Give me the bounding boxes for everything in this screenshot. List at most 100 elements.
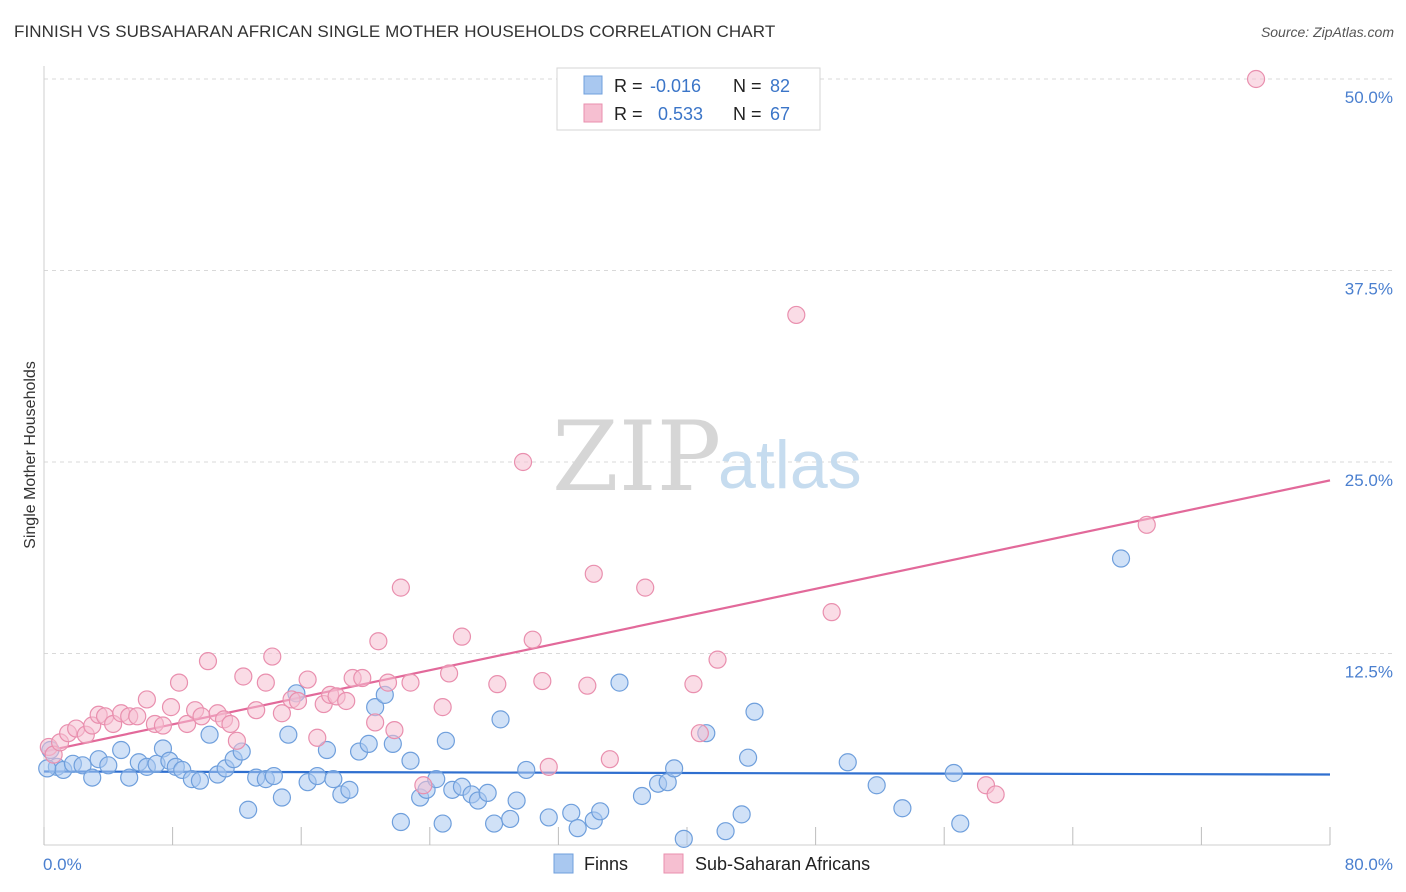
point-finns-60 (562, 803, 581, 822)
y-tick-label-3: 50.0% (1345, 88, 1393, 107)
point-subsaharan-33 (298, 670, 317, 689)
watermark-zip: ZIP (552, 401, 721, 513)
point-subsaharan-38 (337, 691, 356, 711)
point-finns-57 (507, 791, 526, 810)
point-subsaharan-54 (533, 671, 552, 691)
point-finns-73 (738, 748, 758, 767)
legend-r-value-finns: -0.016 (650, 76, 701, 96)
point-finns-56 (501, 809, 520, 829)
point-subsaharan-24 (221, 714, 240, 734)
point-finns-24 (239, 800, 258, 819)
point-subsaharan-59 (636, 578, 655, 597)
x-tick-label-max: 80.0% (1345, 855, 1393, 874)
point-subsaharan-20 (192, 707, 211, 726)
legend-bottom-label-finns: Finns (584, 854, 628, 874)
point-finns-42 (391, 812, 410, 832)
point-subsaharan-51 (488, 675, 507, 694)
point-finns-32 (308, 766, 327, 786)
legend-n-label-subsaharan: N = (733, 104, 762, 124)
legend-top: R = -0.016 N = 82 R = 0.533 N = 67 (556, 67, 821, 131)
legend-bottom-swatch-subsaharan (663, 853, 684, 874)
trend-line-subsaharan (43, 479, 1331, 753)
point-finns-77 (893, 799, 912, 818)
point-subsaharan-40 (353, 668, 372, 688)
legend-swatch-finns (583, 75, 603, 95)
point-subsaharan-45 (391, 578, 410, 597)
point-finns-47 (433, 814, 452, 833)
point-subsaharan-12 (128, 707, 147, 726)
legend-r-value-subsaharan: 0.533 (658, 104, 703, 124)
point-finns-80 (1111, 549, 1131, 568)
point-subsaharan-42 (369, 632, 388, 651)
point-subsaharan-18 (177, 714, 197, 734)
point-subsaharan-16 (161, 698, 181, 717)
point-subsaharan-13 (137, 690, 156, 709)
point-finns-33 (317, 740, 337, 760)
point-finns-74 (745, 702, 764, 721)
point-finns-54 (485, 814, 504, 833)
point-finns-75 (838, 753, 857, 772)
point-finns-72 (732, 805, 751, 824)
legend-swatch-subsaharan (583, 103, 603, 123)
point-finns-53 (478, 783, 497, 803)
source-credit: Source: ZipAtlas.com (1260, 24, 1394, 40)
series-finns (38, 549, 1131, 848)
point-finns-4 (73, 756, 92, 775)
point-finns-9 (120, 768, 139, 787)
point-subsaharan-27 (247, 701, 266, 720)
point-subsaharan-28 (256, 673, 275, 692)
point-subsaharan-41 (366, 713, 385, 732)
point-subsaharan-21 (198, 652, 218, 671)
point-finns-55 (491, 710, 510, 729)
legend-n-label-finns: N = (733, 76, 762, 96)
point-subsaharan-68 (1246, 69, 1266, 89)
point-subsaharan-32 (288, 691, 308, 711)
point-subsaharan-50 (452, 627, 472, 646)
point-subsaharan-26 (234, 667, 253, 686)
point-subsaharan-49 (439, 664, 459, 683)
point-finns-59 (539, 808, 558, 827)
point-finns-65 (632, 786, 652, 806)
y-tick-label-1: 25.0% (1345, 471, 1393, 490)
point-finns-8 (112, 740, 131, 760)
point-subsaharan-25 (227, 731, 246, 750)
point-finns-76 (867, 776, 886, 795)
point-subsaharan-63 (787, 305, 806, 325)
point-subsaharan-52 (513, 452, 533, 472)
point-finns-64 (610, 673, 629, 692)
point-finns-61 (568, 819, 587, 838)
legend-n-value-subsaharan: 67 (770, 104, 790, 124)
point-subsaharan-62 (708, 650, 727, 669)
point-finns-29 (279, 725, 298, 744)
point-subsaharan-46 (401, 673, 420, 692)
point-subsaharan-47 (414, 776, 433, 795)
point-finns-34 (324, 770, 343, 789)
point-finns-69 (674, 829, 693, 848)
watermark: ZIP atlas (552, 401, 862, 513)
point-finns-79 (951, 814, 970, 833)
point-finns-63 (591, 802, 610, 821)
data-points (38, 69, 1266, 848)
legend-r-label-finns: R = (614, 76, 643, 96)
point-finns-28 (272, 788, 292, 807)
y-tick-label-0: 12.5% (1345, 663, 1393, 682)
point-finns-5 (83, 768, 102, 787)
point-subsaharan-58 (600, 750, 619, 769)
point-subsaharan-61 (690, 724, 709, 743)
legend-r-label-subsaharan: R = (614, 104, 643, 124)
point-finns-27 (264, 766, 283, 786)
legend-bottom: Finns Sub-Saharan Africans (553, 853, 870, 874)
point-finns-43 (401, 751, 420, 770)
x-tick-label-min: 0.0% (43, 855, 82, 874)
trend-line-finns (43, 770, 1331, 776)
legend-n-value-finns: 82 (770, 76, 790, 96)
legend-row-subsaharan: R = 0.533 N = 67 (583, 103, 790, 124)
point-finns-19 (200, 725, 219, 744)
point-subsaharan-30 (272, 704, 292, 723)
point-subsaharan-48 (433, 698, 452, 717)
point-subsaharan-53 (523, 630, 542, 649)
point-subsaharan-43 (378, 673, 398, 692)
legend-row-finns: R = -0.016 N = 82 (583, 75, 790, 96)
point-finns-48 (436, 731, 455, 750)
y-tick-label-2: 37.5% (1345, 280, 1393, 299)
